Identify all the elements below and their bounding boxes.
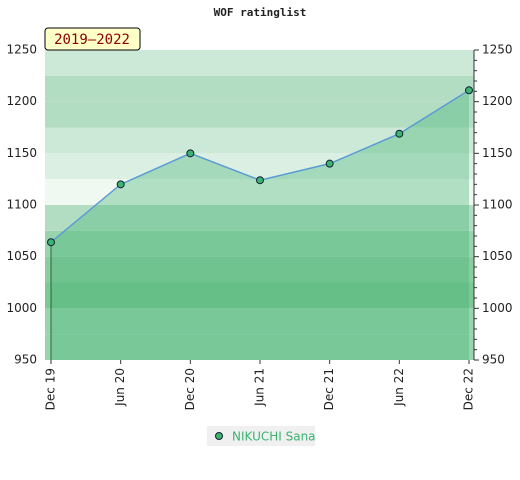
y-tick-label: 1000 bbox=[6, 301, 37, 315]
band bbox=[45, 308, 474, 335]
y2-tick-label: 1000 bbox=[482, 301, 513, 315]
band bbox=[45, 153, 474, 180]
point bbox=[325, 159, 334, 168]
y2-tick-label: 1050 bbox=[482, 249, 513, 263]
y2-tick-label: 1200 bbox=[482, 94, 513, 108]
annotation: 2019–2022 bbox=[54, 32, 130, 48]
y2-tick-label: 1150 bbox=[482, 146, 513, 160]
point bbox=[256, 176, 264, 185]
y-tick-label: 950 bbox=[14, 353, 37, 367]
point bbox=[116, 180, 125, 189]
band bbox=[45, 256, 474, 283]
band bbox=[45, 101, 474, 128]
x-tick-label: Dec 19 bbox=[44, 368, 58, 410]
y-tick-label: 1250 bbox=[6, 43, 37, 57]
point bbox=[186, 149, 195, 158]
band bbox=[45, 230, 474, 257]
legend-marker bbox=[215, 432, 223, 440]
band bbox=[45, 50, 474, 76]
y-tick-label: 1150 bbox=[6, 146, 37, 160]
legend bbox=[207, 426, 315, 446]
x-tick-label: Dec 22 bbox=[462, 368, 476, 410]
band bbox=[45, 75, 474, 102]
point bbox=[395, 129, 404, 138]
legend-label: NIKUCHI Sana bbox=[232, 430, 316, 444]
x-tick-label: Dec 20 bbox=[183, 368, 197, 410]
y2-tick-label: 950 bbox=[482, 353, 505, 367]
x-tick-label: Jun 21 bbox=[253, 368, 267, 407]
point bbox=[47, 238, 55, 247]
x-tick-label: Jun 20 bbox=[113, 368, 127, 407]
band bbox=[45, 205, 474, 231]
band bbox=[45, 282, 474, 309]
annotation-box bbox=[44, 27, 141, 51]
point bbox=[465, 86, 473, 95]
band bbox=[45, 334, 474, 360]
y2-tick-label: 1250 bbox=[482, 43, 513, 57]
plot bbox=[47, 86, 473, 361]
x-tick-label: Jun 22 bbox=[392, 368, 406, 407]
background-bands bbox=[45, 50, 474, 360]
y-tick-label: 1100 bbox=[6, 198, 37, 212]
y-tick-label: 1200 bbox=[6, 94, 37, 108]
chart-title: WOF ratinglist bbox=[214, 6, 307, 19]
area bbox=[51, 90, 469, 361]
y-tick-label: 1050 bbox=[6, 249, 37, 263]
y2-tick-label: 1100 bbox=[482, 198, 513, 212]
x-tick-label: Dec 21 bbox=[322, 368, 336, 410]
